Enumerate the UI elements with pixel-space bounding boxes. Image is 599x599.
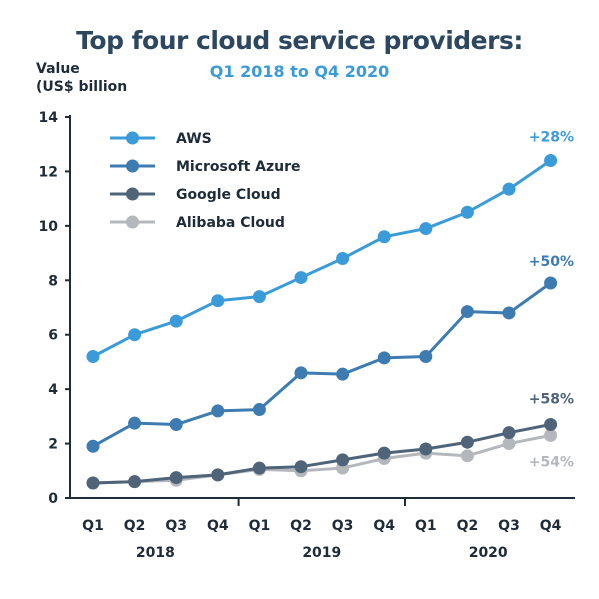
data-point bbox=[460, 435, 474, 449]
growth-label: +54% bbox=[529, 454, 574, 470]
y-tick-label: 10 bbox=[39, 219, 59, 235]
data-point bbox=[86, 439, 100, 453]
data-point bbox=[252, 403, 266, 417]
chart-title: Top four cloud service providers: bbox=[76, 26, 523, 55]
data-point bbox=[128, 475, 142, 489]
data-point bbox=[252, 461, 266, 475]
x-tick-label: Q2 bbox=[290, 518, 312, 534]
data-point bbox=[169, 471, 183, 485]
y-tick-label: 14 bbox=[39, 110, 59, 126]
growth-label: +28% bbox=[529, 130, 574, 146]
series-line bbox=[92, 433, 551, 485]
legend-swatch-marker bbox=[126, 131, 139, 145]
legend-swatch-marker bbox=[126, 159, 139, 173]
y-tick-label: 6 bbox=[48, 328, 58, 344]
data-point bbox=[294, 460, 308, 474]
data-point bbox=[460, 205, 474, 219]
data-point bbox=[294, 366, 308, 380]
x-tick-label: Q3 bbox=[498, 518, 520, 534]
x-tick-label: Q1 bbox=[249, 518, 271, 534]
year-label: 2020 bbox=[469, 545, 508, 561]
chart-subtitle: Q1 2018 to Q4 2020 bbox=[209, 62, 390, 81]
data-point bbox=[377, 230, 391, 244]
data-point bbox=[86, 476, 100, 490]
legend-label: Google Cloud bbox=[176, 187, 281, 203]
data-point bbox=[502, 182, 516, 196]
x-tick-label: Q3 bbox=[165, 518, 187, 534]
data-point bbox=[544, 154, 558, 168]
series-line bbox=[92, 159, 552, 358]
legend-label: AWS bbox=[176, 131, 212, 147]
data-point bbox=[419, 222, 433, 236]
data-point bbox=[419, 349, 433, 363]
year-label: 2019 bbox=[302, 545, 341, 561]
y-tick-label: 2 bbox=[48, 437, 58, 453]
x-tick-label: Q4 bbox=[207, 518, 229, 534]
data-point bbox=[544, 276, 558, 290]
data-point bbox=[544, 428, 558, 442]
y-axis-label-line2: (US$ billion bbox=[36, 79, 128, 95]
x-tick-label: Q4 bbox=[373, 518, 395, 534]
data-point bbox=[211, 404, 225, 418]
growth-label: +58% bbox=[529, 392, 574, 408]
x-tick-label: Q1 bbox=[82, 518, 104, 534]
y-tick-label: 4 bbox=[48, 382, 58, 398]
x-tick-label: Q4 bbox=[540, 518, 562, 534]
y-axis-label: Value (US$ billion bbox=[36, 60, 127, 96]
data-point bbox=[211, 468, 225, 482]
data-point bbox=[336, 367, 350, 381]
data-point bbox=[502, 306, 516, 320]
data-point bbox=[377, 446, 391, 460]
data-point bbox=[336, 252, 350, 266]
year-label: 2018 bbox=[136, 545, 175, 561]
data-point bbox=[128, 416, 142, 430]
data-point bbox=[544, 418, 558, 432]
data-point bbox=[460, 305, 474, 319]
x-tick-label: Q3 bbox=[332, 518, 354, 534]
data-point bbox=[294, 271, 308, 285]
x-tick-label: Q1 bbox=[415, 518, 437, 534]
legend-label: Microsoft Azure bbox=[176, 159, 301, 175]
y-tick-label: 12 bbox=[39, 164, 58, 180]
data-point bbox=[169, 418, 183, 432]
data-point bbox=[377, 351, 391, 365]
legend-swatch-marker bbox=[126, 215, 139, 229]
data-point bbox=[211, 294, 225, 308]
y-axis-label-line1: Value bbox=[36, 61, 80, 77]
data-point bbox=[128, 328, 142, 342]
legend-label: Alibaba Cloud bbox=[176, 215, 285, 231]
series-line bbox=[92, 423, 551, 485]
x-tick-label: Q2 bbox=[457, 518, 479, 534]
data-point bbox=[502, 437, 516, 451]
data-point bbox=[86, 349, 100, 363]
data-point bbox=[419, 442, 433, 456]
y-tick-label: 0 bbox=[48, 491, 58, 507]
growth-label: +50% bbox=[529, 254, 574, 270]
data-point bbox=[252, 290, 266, 304]
data-point bbox=[169, 314, 183, 328]
data-point bbox=[460, 449, 474, 463]
y-tick-label: 8 bbox=[48, 273, 58, 289]
x-tick-label: Q2 bbox=[124, 518, 146, 534]
data-point bbox=[502, 426, 516, 440]
series-line bbox=[92, 281, 552, 448]
data-point bbox=[336, 453, 350, 467]
legend-swatch-marker bbox=[126, 187, 139, 201]
